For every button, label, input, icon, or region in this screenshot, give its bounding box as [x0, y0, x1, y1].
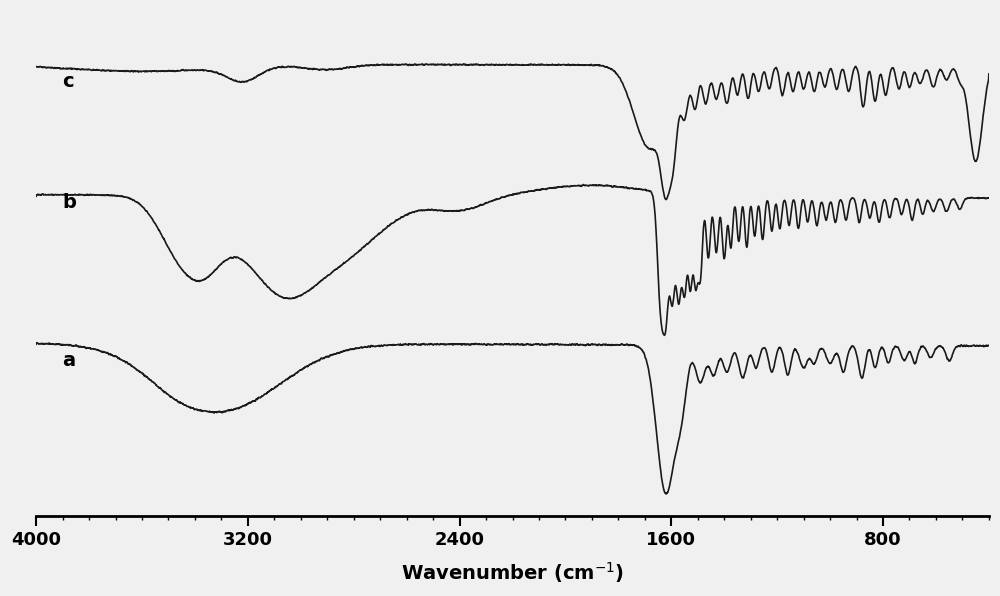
Text: a: a — [63, 352, 76, 371]
Text: c: c — [63, 73, 74, 92]
X-axis label: Wavenumber (cm$^{-1}$): Wavenumber (cm$^{-1}$) — [401, 560, 624, 585]
Text: b: b — [63, 193, 76, 212]
